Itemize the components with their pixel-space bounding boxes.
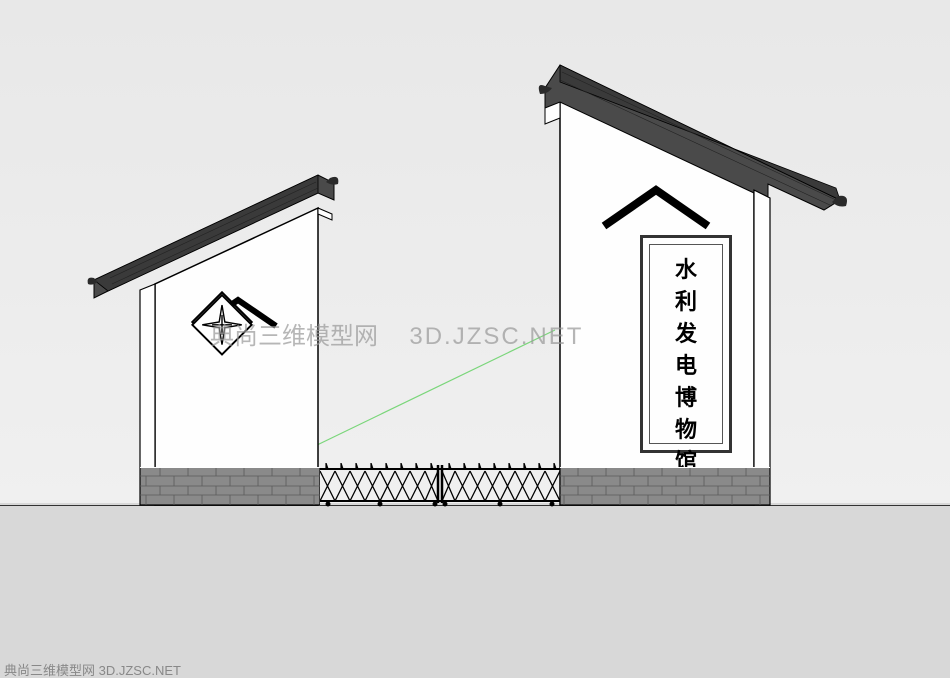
- plaque-char: 发: [675, 316, 697, 348]
- plaque-char: 电: [675, 348, 697, 380]
- plaque-char: 物: [675, 412, 697, 444]
- museum-name-plaque: 水 利 发 电 博 物 馆: [640, 235, 732, 453]
- plaque-char: 水: [675, 252, 697, 284]
- plaque-char: 利: [675, 284, 697, 316]
- plaque-text: 水 利 发 电 博 物 馆: [657, 252, 715, 436]
- watermark-center-right: 3D.JZSC.NET: [409, 323, 583, 350]
- watermark-center: 典尚三维模型网 3D.JZSC.NET: [210, 316, 583, 351]
- plaque-char: 博: [675, 380, 697, 412]
- watermark-center-left: 典尚三维模型网: [210, 323, 378, 350]
- right-brick-base: [560, 467, 770, 505]
- watermark-bottom: 典尚三维模型网 3D.JZSC.NET: [4, 660, 181, 679]
- retractable-gate: [320, 463, 560, 507]
